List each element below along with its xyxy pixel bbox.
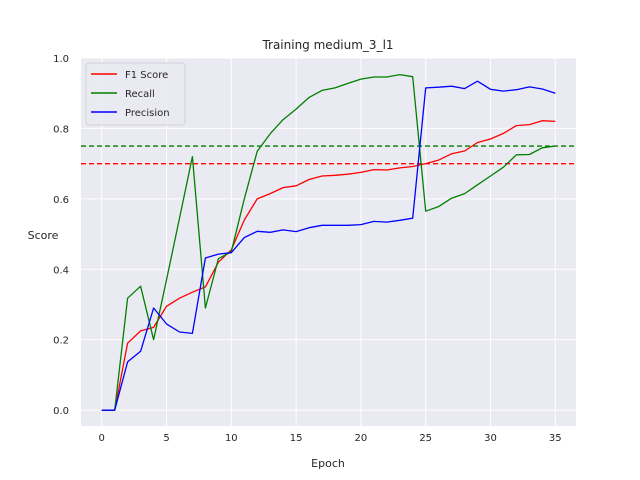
y-axis-label: Score xyxy=(28,229,59,242)
y-tick-label: 0.0 xyxy=(53,406,69,417)
x-axis-ticks: 0 5 10 15 20 25 30 35 xyxy=(99,433,562,444)
x-tick-label: 20 xyxy=(355,433,368,444)
series-line-recall xyxy=(101,73,556,411)
x-tick-label: 15 xyxy=(290,433,303,444)
x-tick-label: 0 xyxy=(99,433,105,444)
x-tick-label: 30 xyxy=(484,433,497,444)
x-axis-label: Epoch xyxy=(311,457,345,470)
x-tick-label: 5 xyxy=(163,433,169,444)
grid xyxy=(81,57,576,426)
y-tick-label: 0.2 xyxy=(53,336,69,347)
chart-title: Training medium_3_l1 xyxy=(261,38,393,52)
y-tick-label: 0.4 xyxy=(53,265,69,276)
legend-label: Recall xyxy=(125,89,155,100)
x-tick-label: 10 xyxy=(225,433,238,444)
x-tick-label: 25 xyxy=(419,433,432,444)
reference-lines xyxy=(81,145,576,165)
legend: F1 Score Recall Precision xyxy=(85,62,186,126)
legend-label: F1 Score xyxy=(125,70,168,81)
y-tick-label: 0.6 xyxy=(53,195,69,206)
legend-label: Precision xyxy=(125,108,170,119)
x-tick-label: 35 xyxy=(549,433,562,444)
legend-box xyxy=(85,62,186,126)
series-line-precision xyxy=(101,80,556,411)
y-tick-label: 0.8 xyxy=(53,124,69,135)
y-axis-ticks: 0.0 0.2 0.4 0.6 0.8 1.0 xyxy=(53,54,69,417)
y-tick-label: 1.0 xyxy=(53,54,69,65)
series-line-f1-score xyxy=(101,120,556,411)
series-lines xyxy=(101,73,556,411)
